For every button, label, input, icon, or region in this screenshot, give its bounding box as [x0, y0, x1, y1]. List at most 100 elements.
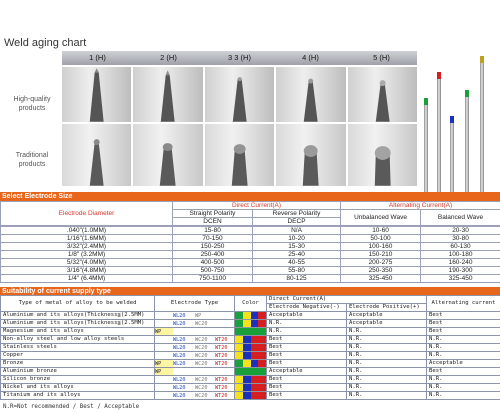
electrode-wc-label [195, 369, 215, 375]
size-cell: 400-500 [172, 258, 253, 267]
electrode-wl-label: WL20 [173, 313, 186, 319]
electrode-wt-label [215, 329, 234, 335]
electrode-type-header: Electrode Type [154, 295, 235, 312]
electrode-wp-label [156, 385, 174, 391]
neg-suitability-cell: Best [266, 391, 347, 400]
decp-header: DECP [252, 217, 341, 226]
size-cell: 500-750 [172, 266, 253, 275]
high-quality-photo-row [62, 67, 418, 122]
electrode-wt-label: WT20 [215, 337, 228, 343]
metal-cell: Aluminium and its alloys(Thickness≦(2.5M… [0, 319, 155, 328]
tip-photo [347, 124, 418, 186]
color-swatch [258, 384, 266, 391]
size-cell: 160-240 [419, 258, 500, 267]
footnote: N.R=Not recommended / Best / Acceptable [3, 404, 140, 410]
electrode-wc-label: WP [195, 313, 202, 319]
supply-row: Stainless steels WL20 WC20 WT20 Best N.R. N.R. [0, 343, 500, 352]
electrode-positive-header: Electrode Positive(+) [345, 303, 428, 312]
supply-row: Magnesium and its alloys WP N.R. N.R. Best [0, 327, 500, 336]
size-cell: 325-450 [340, 274, 421, 283]
electrode-wp-label [156, 393, 174, 399]
metal-header: Type of metal of alloy to be welded [0, 295, 155, 312]
size-cell: 190-300 [419, 266, 500, 275]
electrode-wp-label: WP [155, 368, 173, 375]
neg-suitability-cell: Best [266, 335, 347, 344]
electrode-wp-label [156, 377, 174, 383]
electrode-wc-label: WC20 [195, 321, 208, 327]
color-swatch [235, 344, 243, 351]
tip-photo [133, 67, 203, 122]
color-swatch [250, 360, 259, 367]
reverse-polarity-header: Reverse Polarity [252, 209, 341, 218]
electrode-type-cell: WL20 WP [154, 311, 235, 320]
supply-row: Nickel and its alloys WL20 WC20 WT20 Best N.R… [0, 383, 500, 392]
electrode-wc-label: WC20 [195, 345, 208, 351]
electrode-negative-header: Electrode Negative(-) [266, 303, 347, 312]
electrode-wp-label [156, 313, 174, 319]
neg-suitability-cell: Acceptable [266, 311, 347, 320]
current-supply-table: Type of metal of alloy to be welded Elec… [0, 295, 500, 400]
size-cell: 1/4" (6.4MM) [0, 274, 173, 283]
color-swatch [258, 368, 266, 375]
color-header: Color [234, 295, 267, 312]
pos-suitability-cell: Acceptable [345, 319, 428, 328]
electrode-wc-label: WC20 [195, 361, 208, 367]
supply-row: Bronze WP WL20 WC20 WT20 Best N.R. Acceptable [0, 359, 500, 368]
color-swatch-cell [234, 327, 267, 336]
size-cell: 10-20 [252, 234, 341, 243]
neg-suitability-cell: N.R. [266, 319, 347, 328]
size-cell: 100-160 [340, 242, 421, 251]
color-swatch [235, 368, 243, 375]
neg-suitability-cell: Best [266, 343, 347, 352]
size-cell: 60-130 [419, 242, 500, 251]
color-swatch [235, 312, 243, 319]
size-cell: 100-180 [419, 250, 500, 259]
tip-photo [133, 124, 203, 186]
electrode-wl-label: WL20 [173, 377, 186, 383]
size-cell: 55-80 [252, 266, 341, 275]
aging-col-2: 2 (H) [160, 53, 177, 62]
alt-suitability-cell: Best [426, 311, 500, 320]
alt-suitability-cell: N.R. [426, 343, 500, 352]
color-swatch [242, 352, 251, 359]
supply-row: Aluminium bronze WP Acceptable N.R. Best [0, 367, 500, 376]
size-row: 3/32"(2.4MM) 150-250 15-30 100-160 60-130 [0, 242, 500, 251]
electrode-wp-label [156, 353, 174, 359]
dcen-header: DCEN [172, 217, 253, 226]
color-swatch-cell [234, 367, 267, 376]
size-cell: 25-40 [252, 250, 341, 259]
aging-chart-title: Weld aging chart [4, 37, 87, 49]
color-swatch [235, 392, 243, 399]
size-cell: 750-1100 [172, 274, 253, 283]
supply-row: Silicon bronze WL20 WC20 WT20 Best N.R. N.R. [0, 375, 500, 384]
electrode-wl-label [173, 369, 195, 375]
tip-photo [276, 124, 346, 186]
color-swatch-cell [234, 351, 267, 360]
electrode-wt-label: WT20 [215, 361, 228, 367]
alt-suitability-cell: N.R. [426, 375, 500, 384]
color-swatch [250, 352, 259, 359]
alt-suitability-cell: N.R. [426, 335, 500, 344]
suitability-banner: Suitability of current supply type [0, 287, 500, 296]
pos-suitability-cell: N.R. [345, 359, 428, 368]
color-swatch [258, 328, 266, 335]
alternating-header: Alternating current [426, 295, 500, 312]
size-cell: 1/16"(1.6MM) [0, 234, 173, 243]
electrode-wc-label: WC20 [195, 377, 208, 383]
metal-cell: Aluminium bronze [0, 367, 155, 376]
electrode-wt-label [215, 321, 234, 327]
alt-suitability-cell: Best [426, 327, 500, 336]
row-label-high-quality: High-quality products [13, 96, 51, 112]
electrode-wc-label: WC20 [195, 337, 208, 343]
straight-polarity-header: Straight Polarity [172, 209, 253, 218]
size-cell: 10-60 [340, 226, 421, 235]
color-swatch [235, 336, 243, 343]
electrode-wl-label: WL20 [173, 393, 186, 399]
electrode-wp-label: WP [155, 360, 173, 367]
electrode-wl-label [173, 329, 195, 335]
electrode-wp-label [156, 345, 174, 351]
electrode-wt-label [215, 369, 234, 375]
alt-suitability-cell: N.R. [426, 351, 500, 360]
alt-suitability-cell: Best [426, 367, 500, 376]
color-swatch [235, 384, 243, 391]
